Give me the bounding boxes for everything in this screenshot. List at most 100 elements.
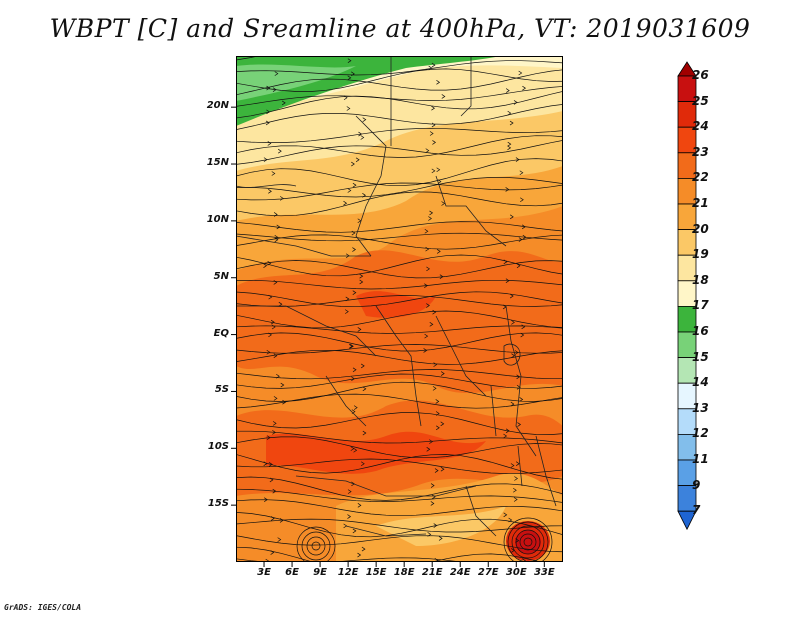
streamline-arrow [430,483,435,488]
streamline-arrow [435,425,440,431]
streamline-arrow [351,230,356,236]
streamline-arrow [350,446,355,451]
streamline-arrow [352,182,357,188]
streamline-arrow [352,247,357,252]
colorbar-label: 26 [692,68,709,82]
streamline [236,221,563,233]
streamline-arrow [513,487,517,493]
streamline [236,557,464,562]
lon-tick-label: 3E [257,567,271,578]
lat-tick-label: EQ [213,327,229,339]
streamline-arrow [503,512,508,518]
colorbar-label: 21 [692,196,709,210]
colorbar-label: 11 [692,452,709,466]
streamline-arrow [522,234,527,240]
streamline-arrow [266,109,271,115]
streamline-arrow [432,140,437,145]
streamline-arrow [361,546,366,552]
lat-tick-label: 15N [206,157,229,169]
streamline-arrow [426,447,431,452]
map-panel [236,56,563,562]
country-borders [236,56,557,537]
streamline-arrow [351,71,355,77]
streamline-arrow [282,399,287,405]
streamline-arrow [429,322,434,327]
streamline [236,127,563,143]
streamline-arrow [503,433,508,439]
streamline-arrow [272,488,277,494]
streamline-arrow [426,266,431,272]
streamline-arrow [347,75,352,81]
wbpt-band-22-north [236,250,563,394]
streamline-arrow [503,259,508,265]
streamline-arrow [517,422,522,427]
streamline-arrow [267,260,272,266]
streamline-arrow [273,280,278,285]
streamline-arrow [509,120,514,126]
streamline-arrow [440,421,445,427]
colorbar-label: 13 [692,400,709,415]
streamline-arrow [273,396,278,401]
streamline-arrow [431,62,436,68]
streamline [236,344,563,354]
streamline-arrow [439,274,444,279]
lon-tick-label: 9E [313,567,327,578]
streamline-arrow [515,461,520,466]
colorbar-label: 25 [692,93,709,108]
streamline [236,86,563,107]
streamline-arrow [270,550,275,555]
streamline-arrow [348,344,353,349]
streamline-arrow [507,145,512,151]
streamline-arrow [359,273,364,279]
streamline-arrow [271,324,276,330]
streamline [236,158,563,187]
grads-credit: GrADS: IGES/COLA [4,603,82,612]
streamline-arrow [430,501,435,506]
streamline-arrow [514,476,518,481]
streamline [236,332,563,352]
lat-tick-label: 20N [206,100,229,112]
streamline-arrow [505,278,510,284]
streamline-arrow [277,537,282,542]
colorbar-label: 22 [692,170,709,185]
streamline [236,512,563,538]
streamline-arrow [351,376,355,382]
streamline-arrow [425,148,430,153]
streamline-arrow [507,141,512,147]
lon-tick-label: 24E [449,567,471,578]
colorbar-label: 9 [692,477,701,492]
streamline [236,310,563,329]
streamline-arrow [281,100,286,106]
streamline-arrow [352,367,357,373]
streamline-arrow [518,237,523,242]
cyclone-streamline [507,521,549,562]
streamline [236,177,563,198]
map-svg [236,56,563,562]
streamline-arrow [362,192,366,198]
streamline [236,104,563,130]
streamline [236,436,563,459]
colorbar-label: 15 [692,349,709,364]
streamline [236,458,563,474]
streamline-arrow [521,224,526,230]
colorbar-label: 17 [692,298,709,313]
streamline-arrow [345,296,350,302]
streamline [236,535,563,553]
streamline-arrow [362,117,367,122]
streamline [236,232,563,242]
streamline-arrow [507,110,512,116]
streamline-arrow [263,157,268,162]
streamline-arrow [360,363,365,369]
streamline-arrow [520,332,525,338]
streamline-arrow [357,552,362,558]
lon-tick-label: 12E [337,567,359,578]
streamline [236,546,542,562]
lat-tick-label: 5S [214,384,229,396]
streamlines [236,56,563,562]
colorbar-label: 7 [692,503,701,518]
streamline-arrow [266,435,271,440]
streamline-arrow [279,518,284,523]
colorbar-label: 20 [692,221,709,236]
streamline-arrow [519,397,524,402]
streamline-arrow [353,405,358,410]
